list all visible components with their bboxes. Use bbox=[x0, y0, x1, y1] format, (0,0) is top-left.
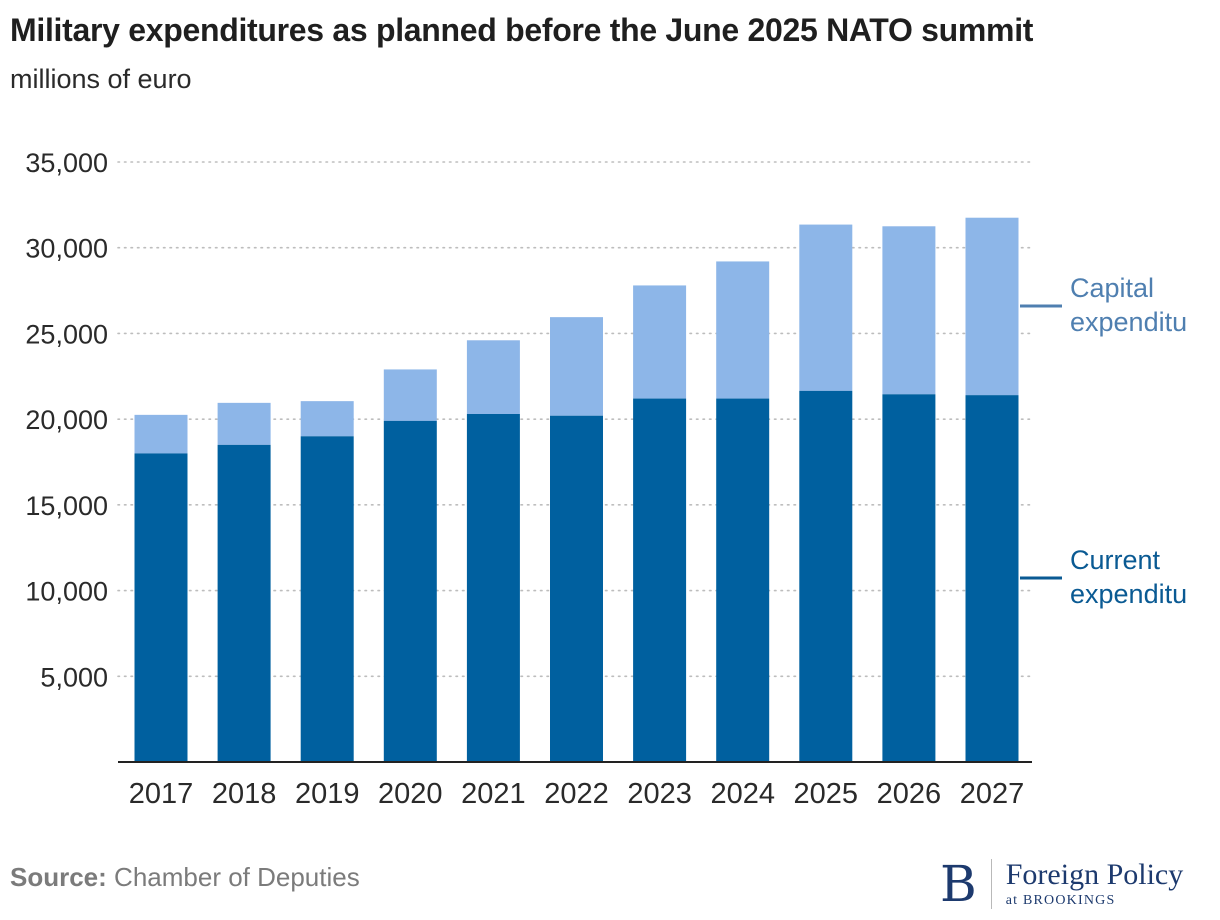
bar-capital-expenditure bbox=[383, 369, 437, 421]
capital-expenditure-label: Capital bbox=[1070, 273, 1154, 303]
bar-current-expenditure bbox=[965, 395, 1019, 762]
source-label: Source: bbox=[10, 862, 107, 892]
brand-name: Foreign Policy bbox=[1005, 858, 1184, 891]
y-tick-label: 10,000 bbox=[25, 577, 108, 607]
bar-current-expenditure bbox=[882, 394, 936, 762]
x-tick-label: 2021 bbox=[461, 778, 526, 810]
y-tick-label: 5,000 bbox=[40, 662, 108, 692]
y-tick-label: 30,000 bbox=[25, 234, 108, 264]
y-tick-label: 20,000 bbox=[25, 405, 108, 435]
chart-area: 5,000 10,000 15,000 20,000 25,000 30,000 35,00… bbox=[25, 148, 1187, 810]
x-tick-label: 2025 bbox=[794, 778, 859, 810]
bar-capital-expenditure bbox=[466, 340, 520, 414]
current-expenditure-label: expenditu bbox=[1070, 579, 1187, 609]
y-tick-label: 25,000 bbox=[25, 319, 108, 349]
y-tick-label: 15,000 bbox=[25, 491, 108, 521]
x-tick-label: 2026 bbox=[877, 778, 942, 810]
bar-capital-expenditure bbox=[217, 402, 271, 445]
x-tick-label: 2018 bbox=[212, 778, 277, 810]
bar-capital-expenditure bbox=[965, 217, 1019, 396]
bar-current-expenditure bbox=[134, 453, 188, 762]
source-text: Chamber of Deputies bbox=[114, 862, 360, 892]
x-tick-label: 2022 bbox=[544, 778, 609, 810]
brookings-logo: B Foreign Policy at BROOKINGS bbox=[940, 856, 1183, 912]
bar-current-expenditure bbox=[633, 398, 687, 762]
bar-capital-expenditure bbox=[134, 414, 188, 454]
x-tick-label: 2027 bbox=[960, 778, 1025, 810]
x-tick-label: 2020 bbox=[378, 778, 443, 810]
brand-tagline: at BROOKINGS bbox=[1005, 893, 1116, 908]
bar-capital-expenditure bbox=[550, 317, 603, 416]
brand-letter: B bbox=[940, 855, 977, 913]
brand-wordmark: Foreign Policy at BROOKINGS bbox=[1006, 860, 1184, 908]
x-tick-label: 2019 bbox=[295, 778, 360, 810]
bar-capital-expenditure bbox=[716, 261, 770, 399]
y-axis-ticks: 5,000 10,000 15,000 20,000 25,000 30,000 35,00… bbox=[25, 148, 108, 692]
bars bbox=[134, 217, 1019, 762]
bar-capital-expenditure bbox=[300, 401, 354, 437]
capital-expenditure-label: expenditu bbox=[1070, 307, 1187, 337]
bar-current-expenditure bbox=[383, 420, 437, 762]
source-note: Source: Chamber of Deputies bbox=[10, 862, 360, 893]
bar-capital-expenditure bbox=[799, 224, 853, 391]
x-tick-label: 2023 bbox=[627, 778, 692, 810]
brand-divider bbox=[990, 859, 992, 909]
bar-current-expenditure bbox=[300, 436, 354, 762]
bar-current-expenditure bbox=[550, 415, 603, 762]
chart-title: Military expenditures as planned before … bbox=[10, 12, 1034, 48]
x-tick-label: 2024 bbox=[710, 778, 775, 810]
bar-capital-expenditure bbox=[882, 226, 936, 395]
bar-current-expenditure bbox=[716, 398, 770, 762]
series-labels: Capital expenditu Current expenditu bbox=[1020, 273, 1187, 609]
bar-current-expenditure bbox=[799, 390, 853, 762]
bar-capital-expenditure bbox=[633, 285, 687, 399]
y-tick-label: 35,000 bbox=[25, 148, 108, 178]
bar-current-expenditure bbox=[466, 414, 520, 762]
bar-current-expenditure bbox=[217, 444, 271, 762]
x-tick-label: 2017 bbox=[129, 778, 194, 810]
x-axis-ticks: 2017 2018 2019 2020 2021 2022 2023 2024 2025 2026… bbox=[118, 761, 1032, 810]
current-expenditure-label: Current bbox=[1070, 545, 1161, 575]
chart-subtitle: millions of euro bbox=[10, 64, 192, 94]
